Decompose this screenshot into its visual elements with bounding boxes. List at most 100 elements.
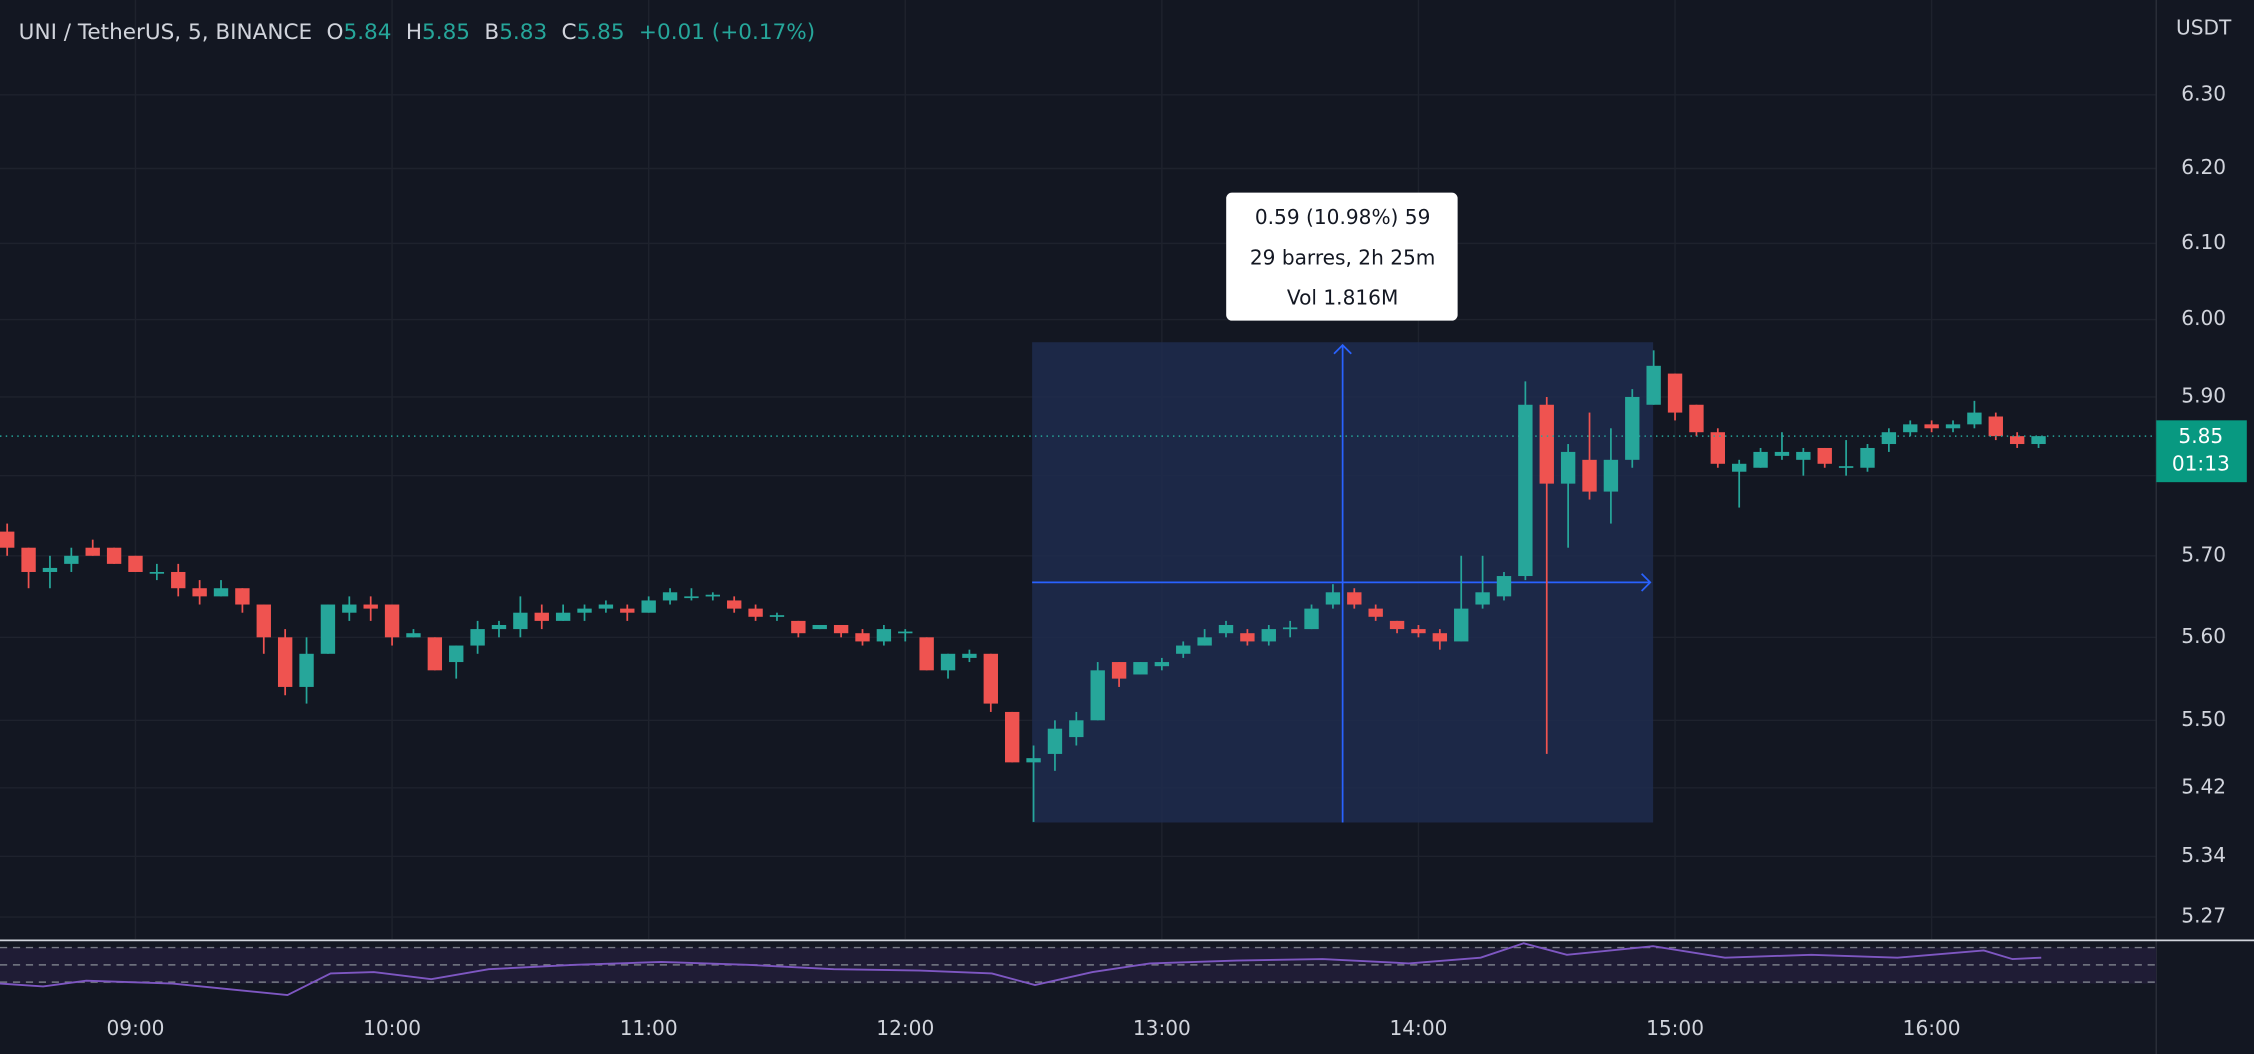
candle-body (1796, 451, 1811, 460)
ohlc-change: +0.01 (+0.17%) (639, 20, 815, 45)
candle-body (1004, 711, 1020, 763)
candle-body (1860, 447, 1875, 468)
candle-body (1710, 432, 1725, 464)
x-tick-label: 11:00 (620, 1016, 678, 1040)
candle-body (620, 608, 635, 613)
candle-body (1090, 670, 1105, 721)
candle-body (342, 604, 357, 613)
candle-body (1389, 620, 1405, 630)
candle-body (299, 653, 314, 687)
header: UNI / TetherUS, 5, BINANCE O5.84 H5.85 B5.8… (19, 20, 815, 45)
candle-body (171, 571, 186, 589)
candle-body (662, 592, 678, 601)
measure-arrow-right (1641, 573, 1652, 592)
y-tick-label: 5.60 (2181, 624, 2226, 648)
candle-body (1411, 629, 1426, 634)
candle-body (791, 620, 806, 634)
x-tick-label: 10:00 (363, 1016, 421, 1040)
symbol: UNI / TetherUS, 5, BINANCE (19, 20, 312, 45)
candle-body (1454, 608, 1469, 642)
candle-body (320, 604, 336, 654)
candle-body (128, 555, 143, 572)
candle-body (1304, 608, 1319, 630)
y-tick-label: 5.34 (2181, 843, 2226, 867)
ohlc-value: 5.84 (344, 20, 392, 45)
candle-body (449, 645, 464, 663)
candle-body (1817, 447, 1832, 464)
candle-body (769, 615, 785, 617)
candle-body (1261, 629, 1276, 642)
candle-body (1496, 576, 1512, 597)
candle-body (1603, 459, 1619, 492)
y-tick-label: 6.20 (2181, 155, 2226, 179)
candle-body (149, 571, 165, 574)
candle-body (641, 600, 656, 613)
candle-body (1988, 416, 2003, 437)
candle-body (2031, 436, 2046, 445)
candle-body (1475, 592, 1490, 605)
ohlc-value: 5.83 (499, 20, 547, 45)
candle-body (1774, 451, 1790, 456)
last-price-box (2156, 420, 2247, 483)
candle-body (577, 608, 592, 613)
candle-body (598, 604, 614, 609)
x-tick-label: 16:00 (1903, 1016, 1961, 1040)
candle-body (1945, 424, 1961, 429)
candle-body (919, 637, 934, 671)
candle-body (277, 637, 293, 687)
candle-body (983, 653, 998, 704)
candle-body (1753, 451, 1768, 468)
candle-body (1347, 592, 1362, 605)
candle-body (555, 612, 571, 621)
candle-body (812, 624, 827, 630)
candles (0, 350, 2046, 822)
ohlc-value: 5.85 (422, 20, 470, 45)
candle-body (1903, 424, 1918, 433)
measure-text: 0.59 (10.98%) 59 (1255, 205, 1430, 229)
candle-body (1646, 365, 1661, 405)
candle-body (1689, 404, 1704, 433)
measure-text: Vol 1.816M (1287, 286, 1398, 310)
ohlc-key: B (484, 20, 499, 45)
ohlc-value: 5.85 (577, 20, 625, 45)
axes: 6.306.206.106.005.905.805.705.605.505.42… (0, 81, 2247, 1040)
measure-tooltip (1226, 192, 1458, 321)
y-tick-label: 6.30 (2181, 81, 2226, 105)
candle-body (363, 604, 378, 609)
candle-body (1732, 463, 1747, 472)
countdown: 01:13 (2172, 451, 2230, 475)
candle-body (85, 547, 100, 556)
x-tick-label: 13:00 (1133, 1016, 1191, 1040)
candle-body (1667, 373, 1683, 413)
x-tick-label: 14:00 (1389, 1016, 1447, 1040)
candle-body (1325, 592, 1341, 605)
candle-body (962, 653, 977, 658)
candle-body (21, 547, 36, 572)
candle-body (1282, 627, 1298, 630)
candle-body (1111, 662, 1127, 679)
candle-body (684, 596, 699, 599)
candle-body (727, 600, 742, 609)
x-tick-label: 12:00 (876, 1016, 934, 1040)
candle-body (748, 608, 763, 617)
candle-body (1560, 451, 1576, 484)
candle-body (1133, 662, 1148, 675)
candle-body (1240, 633, 1255, 642)
candle-body (384, 604, 400, 638)
candle-body (1154, 662, 1170, 667)
currency: USDT (2176, 15, 2232, 39)
y-tick-label: 5.27 (2181, 904, 2226, 928)
candle-body (1881, 432, 1897, 445)
candle-body (406, 633, 421, 638)
y-tick-label: 5.42 (2181, 774, 2226, 798)
candle-body (1368, 608, 1383, 617)
candle-body (1197, 637, 1212, 646)
rsi-line (0, 942, 2042, 997)
candle-body (1069, 720, 1084, 738)
candle-body (1518, 404, 1533, 577)
candle-body (1625, 396, 1640, 460)
measure-text: 29 barres, 2h 25m (1250, 245, 1436, 269)
y-tick-label: 6.10 (2181, 230, 2226, 254)
y-tick-label: 5.90 (2181, 383, 2226, 407)
